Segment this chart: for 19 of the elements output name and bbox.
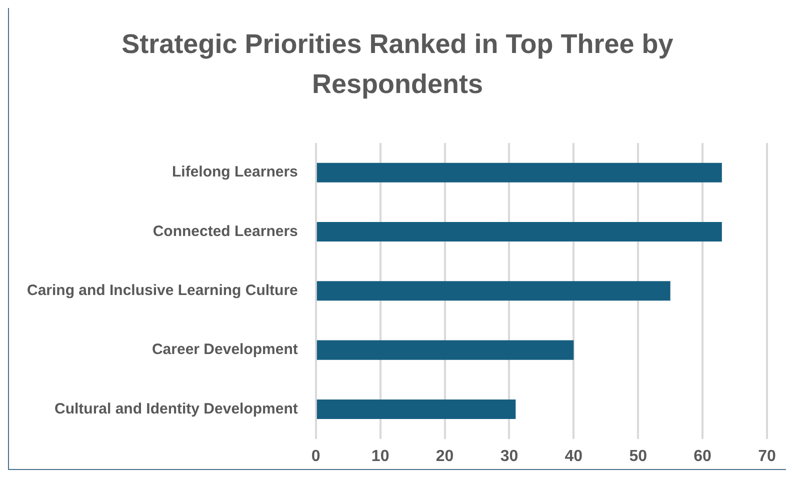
x-tick-label: 20 [436, 448, 454, 465]
x-tick-label: 60 [694, 448, 712, 465]
y-tick-label: Cultural and Identity Development [54, 400, 298, 418]
y-tick-label: Career Development [152, 341, 298, 358]
bar [316, 162, 722, 182]
x-tick-label: 10 [371, 448, 390, 465]
y-tick-label: Caring and Inclusive Learning Culture [26, 282, 298, 300]
bar [316, 281, 670, 301]
bar [316, 340, 574, 360]
x-tick-label: 70 [758, 448, 776, 465]
y-tick-label: Connected Learners [152, 222, 298, 240]
bar [316, 399, 516, 419]
x-tick-label: 30 [500, 448, 518, 465]
bar [316, 222, 722, 242]
x-tick-label: 50 [629, 448, 648, 465]
x-tick-label: 0 [311, 448, 320, 465]
chart-title: Strategic Priorities Ranked in Top Three by Respondents [120, 28, 674, 101]
y-tick-label: Lifelong Learners [172, 164, 298, 181]
x-tick-label: 40 [564, 448, 583, 465]
